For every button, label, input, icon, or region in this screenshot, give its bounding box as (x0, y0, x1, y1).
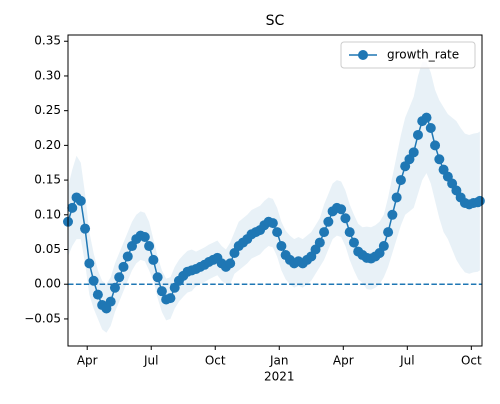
data-point (430, 140, 441, 151)
y-tick-label: −0.05 (24, 311, 61, 325)
data-point (323, 216, 334, 227)
data-point (67, 202, 78, 213)
x-tick-label: Jul (399, 354, 414, 368)
data-point (344, 227, 355, 238)
plot-frame (67, 34, 483, 347)
data-point (105, 296, 116, 307)
data-point (314, 237, 325, 248)
data-point (165, 293, 176, 304)
data-point (421, 112, 432, 123)
data-point (336, 204, 347, 215)
x-tick-label: Oct (461, 354, 482, 368)
legend-label: growth_rate (387, 48, 459, 62)
y-tick-label: 0.20 (34, 138, 61, 152)
data-point (139, 232, 150, 243)
data-point (383, 227, 394, 238)
x-tick-label: Jan (269, 354, 289, 368)
y-tick-label: 0.35 (34, 34, 61, 48)
x-tick-label: Oct (205, 354, 226, 368)
data-point (152, 272, 163, 283)
y-tick-label: 0.10 (34, 207, 61, 221)
data-point (412, 129, 423, 140)
data-point (148, 254, 159, 265)
data-point (434, 154, 445, 165)
data-point (272, 227, 283, 238)
y-tick-label: 0.00 (34, 277, 61, 291)
x-year-label: 2021 (264, 370, 295, 384)
x-tick-label: Jul (143, 354, 158, 368)
x-tick-label: Apr (333, 354, 354, 368)
data-point (425, 123, 436, 134)
data-point (88, 275, 99, 286)
x-tick-label: Apr (77, 354, 98, 368)
y-tick-label: 0.25 (34, 103, 61, 117)
data-point (319, 227, 330, 238)
data-point (225, 258, 236, 269)
legend-box (340, 41, 476, 69)
data-point (80, 223, 91, 234)
data-point (391, 192, 402, 203)
data-point (114, 272, 125, 283)
data-point (156, 286, 167, 297)
data-point (92, 289, 103, 300)
legend-marker (358, 50, 368, 60)
data-point (387, 209, 398, 220)
data-point (84, 258, 95, 269)
data-point (118, 261, 129, 272)
data-point (109, 282, 120, 293)
y-tick-label: 0.30 (34, 68, 61, 82)
y-tick-label: 0.15 (34, 173, 61, 187)
chart-title: SC (266, 13, 285, 29)
data-point (474, 195, 485, 206)
data-point (267, 218, 278, 229)
data-point (276, 241, 287, 252)
data-point (144, 241, 155, 252)
data-point (348, 237, 359, 248)
data-point (340, 213, 351, 224)
data-point (408, 147, 419, 158)
confidence-band (68, 62, 480, 333)
data-point (395, 175, 406, 186)
y-tick-label: 0.05 (34, 242, 61, 256)
data-point (75, 195, 86, 206)
data-point (378, 241, 389, 252)
data-point (122, 251, 133, 262)
